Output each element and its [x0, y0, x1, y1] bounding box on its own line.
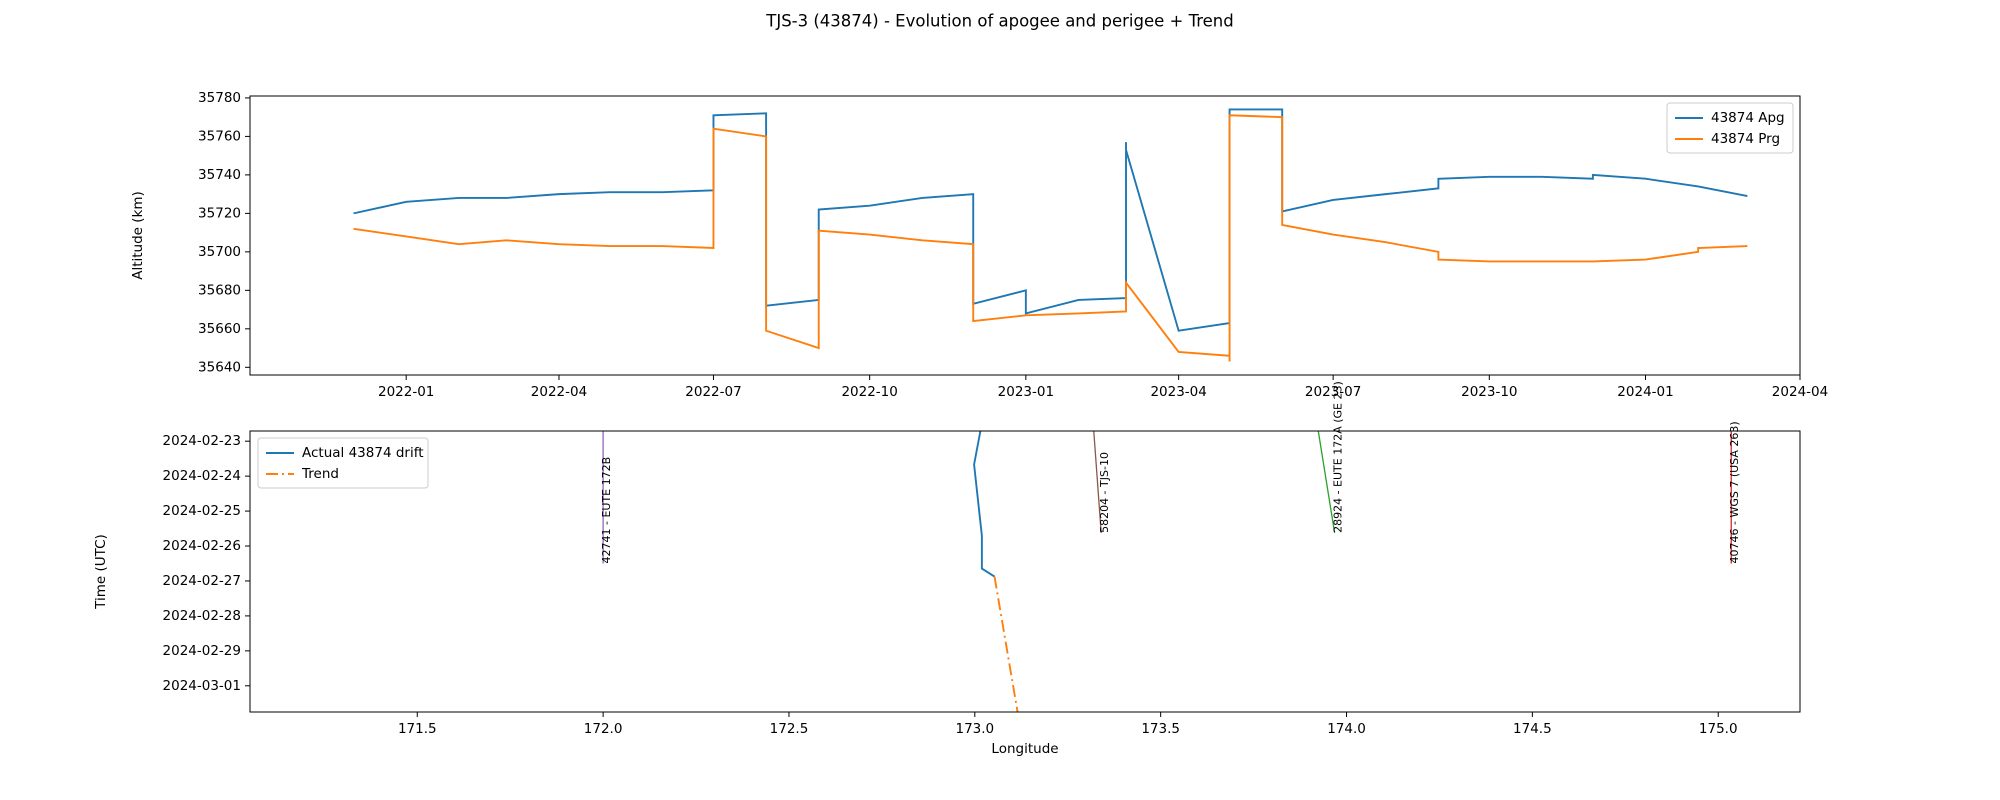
- track-label: 40746 - WGS 7 (USA 263): [1728, 421, 1741, 563]
- y-tick-label: 2024-02-26: [163, 538, 241, 554]
- x-tick-label: 2022-10: [841, 384, 897, 400]
- x-tick-label: 2022-07: [685, 384, 741, 400]
- series-line: [973, 431, 996, 578]
- x-tick-label: 2023-10: [1461, 384, 1517, 400]
- legend-label: 43874 Prg: [1711, 131, 1780, 147]
- plot-area: [602, 431, 1732, 712]
- x-tick-label: 174.5: [1513, 721, 1552, 737]
- track-label: 28924 - EUTE 172A (GE 23): [1332, 381, 1345, 533]
- y-axis-label: Time (UTC): [93, 534, 109, 610]
- x-tick-label: 172.5: [770, 721, 809, 737]
- x-tick-label: 2023-04: [1150, 384, 1206, 400]
- figure-title: TJS-3 (43874) - Evolution of apogee and …: [765, 12, 1233, 31]
- legend-label: Actual 43874 drift: [302, 445, 424, 461]
- x-tick-label: 173.0: [955, 721, 994, 737]
- y-tick-label: 35680: [198, 282, 241, 298]
- x-tick-label: 171.5: [398, 721, 437, 737]
- x-tick-label: 2024-04: [1772, 384, 1828, 400]
- legend-box: [1666, 102, 1794, 154]
- y-tick-label: 35740: [198, 167, 241, 183]
- y-tick-label: 2024-02-28: [163, 608, 241, 624]
- track-label: 42741 - EUTE 172B: [600, 457, 613, 564]
- x-tick-label: 2023-07: [1305, 384, 1361, 400]
- y-tick-label: 2024-02-27: [163, 573, 241, 589]
- legend-label: 43874 Apg: [1711, 110, 1785, 126]
- y-tick-label: 2024-03-01: [163, 678, 241, 694]
- y-tick-label: 35660: [198, 321, 241, 337]
- x-tick-label: 2024-01: [1617, 384, 1673, 400]
- plot-area: [353, 108, 1748, 362]
- axes-frame: [249, 430, 1801, 713]
- series-line: [353, 108, 1748, 332]
- x-axis-label: Longitude: [991, 741, 1058, 757]
- y-tick-label: 2024-02-24: [163, 468, 241, 484]
- series-line: [353, 114, 1748, 362]
- y-axis-label: Altitude (km): [130, 191, 146, 280]
- series-line: [993, 576, 1019, 712]
- x-tick-label: 175.0: [1699, 721, 1738, 737]
- y-tick-label: 35700: [198, 244, 241, 260]
- y-tick-label: 35760: [198, 128, 241, 144]
- x-tick-label: 2022-04: [531, 384, 587, 400]
- y-tick-label: 35720: [198, 205, 241, 221]
- legend-label: Trend: [301, 466, 339, 482]
- track-line: [1317, 431, 1336, 534]
- track-label: 58204 - TJS-10: [1098, 452, 1111, 533]
- axes-frame: [249, 95, 1801, 376]
- legend-box: [257, 437, 429, 489]
- x-tick-label: 172.0: [584, 721, 623, 737]
- y-tick-label: 35780: [198, 90, 241, 106]
- y-tick-label: 35640: [198, 359, 241, 375]
- y-tick-label: 2024-02-23: [163, 433, 241, 449]
- x-tick-label: 173.5: [1141, 721, 1180, 737]
- x-tick-label: 2023-01: [998, 384, 1054, 400]
- x-tick-label: 174.0: [1327, 721, 1366, 737]
- x-tick-label: 2022-01: [378, 384, 434, 400]
- y-tick-label: 2024-02-25: [163, 503, 241, 519]
- y-tick-label: 2024-02-29: [163, 643, 241, 659]
- track-line: [1093, 431, 1102, 533]
